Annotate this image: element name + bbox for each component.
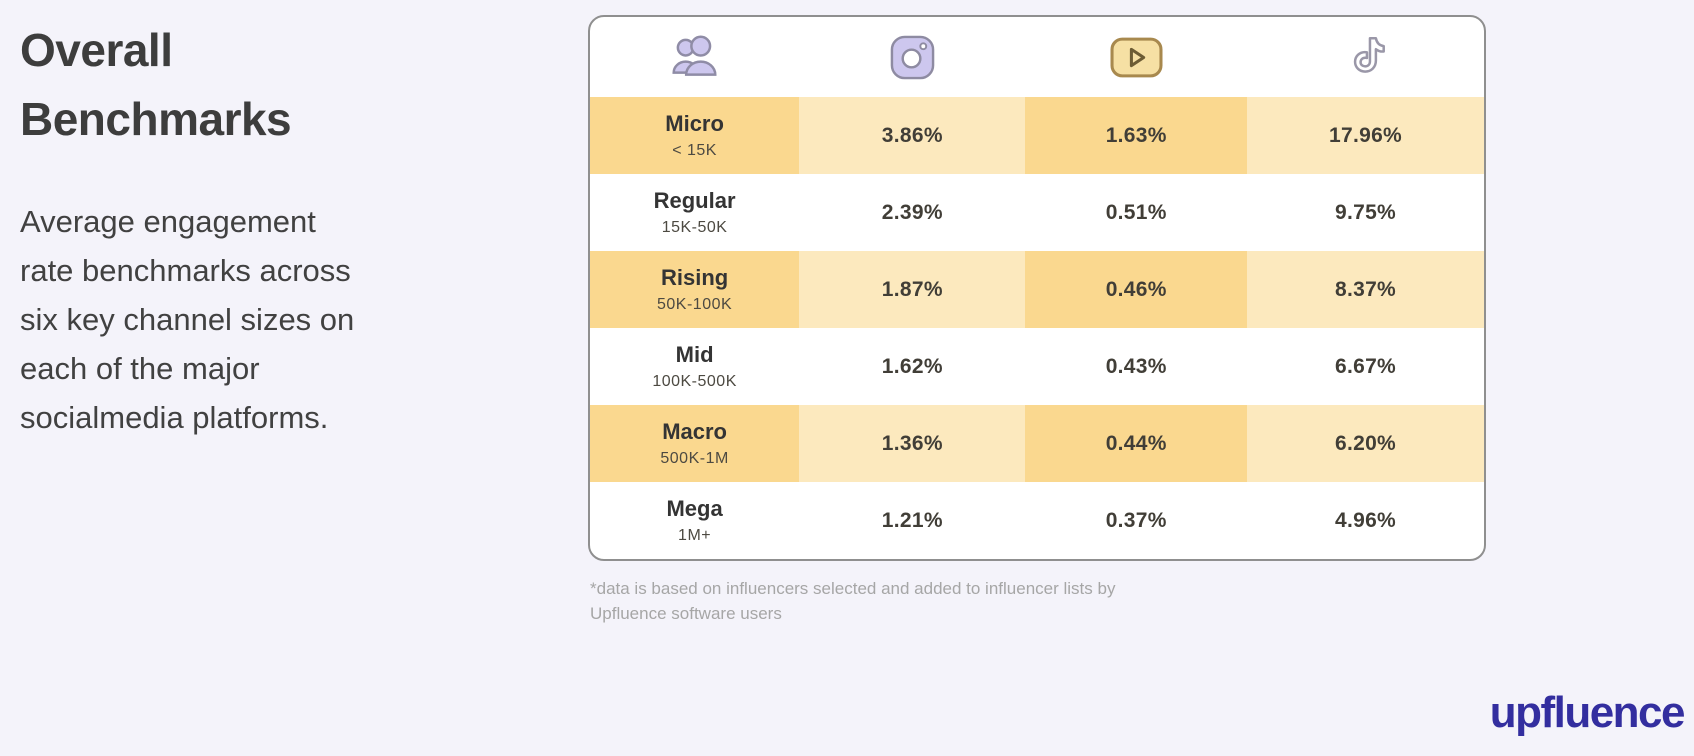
value-macro-youtube: 0.44% — [1025, 405, 1248, 482]
description-line: six key channel sizes on — [20, 301, 355, 337]
youtube-icon — [1110, 37, 1163, 77]
people-icon — [672, 35, 717, 76]
footnote-line: *data is based on influencers selected a… — [590, 579, 1116, 598]
description-line: Average engagement — [20, 204, 316, 239]
column-header-channel-size — [590, 17, 799, 97]
value-regular-tiktok: 9.75% — [1334, 200, 1397, 224]
instagram-icon — [890, 35, 935, 79]
description-line: rate benchmarks across — [20, 252, 351, 288]
tiktok-icon — [1353, 37, 1385, 73]
benchmarks-card: Micro < 15K 3.86% 1.63% 17.96% Regular 1… — [588, 15, 1486, 561]
tier-cell-rising: Rising 50K-100K — [590, 251, 800, 328]
value-macro-instagram: 1.36% — [799, 405, 1026, 482]
tier-name: Rising — [660, 265, 729, 290]
page-title-line-1: Overall — [20, 24, 173, 76]
data-source-footnote: *data is based on influencers selected a… — [590, 577, 1115, 626]
description-line: each of the major — [20, 350, 260, 386]
tier-cell-mid: Mid 100K-500K — [590, 328, 799, 405]
tier-range: 50K-100K — [657, 296, 733, 313]
value-mid-youtube: 0.43% — [1105, 354, 1167, 378]
value-mid-instagram: 1.62% — [881, 354, 943, 378]
tier-cell-macro: Macro 500K-1M — [590, 405, 800, 482]
value-rising-youtube: 0.46% — [1025, 251, 1248, 328]
upfluence-logo: upfluence — [1489, 688, 1686, 737]
column-header-tiktok — [1247, 17, 1484, 97]
value-micro-instagram: 3.86% — [799, 97, 1026, 174]
tier-range: 1M+ — [678, 527, 712, 544]
intro-block: Overall Benchmarks Average engagement ra… — [20, 16, 490, 443]
page-title-line-2: Benchmarks — [20, 93, 292, 145]
tier-cell-micro: Micro < 15K — [590, 97, 800, 174]
value-mega-tiktok: 4.96% — [1334, 508, 1397, 532]
footnote-line: Upfluence software users — [590, 603, 782, 623]
description-line: socialmedia platforms. — [20, 399, 329, 435]
tier-cell-mega: Mega 1M+ — [590, 482, 799, 559]
page-description: Average engagement rate benchmarks acros… — [20, 198, 490, 443]
tier-name: Micro — [665, 111, 724, 136]
tier-cell-regular: Regular 15K-50K — [590, 174, 799, 251]
value-regular-instagram: 2.39% — [881, 200, 943, 224]
tier-name: Mid — [675, 342, 714, 367]
tier-name: Mega — [666, 496, 723, 521]
tier-range: 15K-50K — [661, 219, 728, 236]
value-micro-youtube: 1.63% — [1025, 97, 1248, 174]
column-header-youtube — [1025, 17, 1247, 97]
value-rising-tiktok: 8.37% — [1247, 251, 1484, 328]
value-macro-tiktok: 6.20% — [1247, 405, 1484, 482]
value-rising-instagram: 1.87% — [799, 251, 1026, 328]
tier-range: 500K-1M — [660, 450, 729, 467]
tier-range: 100K-500K — [652, 373, 737, 390]
tier-name: Macro — [662, 419, 727, 444]
benchmarks-table: Micro < 15K 3.86% 1.63% 17.96% Regular 1… — [590, 17, 1484, 559]
page-title: Overall Benchmarks — [20, 16, 490, 154]
value-mid-tiktok: 6.67% — [1334, 354, 1397, 378]
tier-name: Regular — [653, 188, 736, 213]
tier-range: < 15K — [672, 142, 717, 159]
value-mega-youtube: 0.37% — [1105, 508, 1167, 532]
column-header-instagram — [799, 17, 1025, 97]
value-mega-instagram: 1.21% — [881, 508, 943, 532]
value-micro-tiktok: 17.96% — [1247, 97, 1484, 174]
value-regular-youtube: 0.51% — [1105, 200, 1167, 224]
